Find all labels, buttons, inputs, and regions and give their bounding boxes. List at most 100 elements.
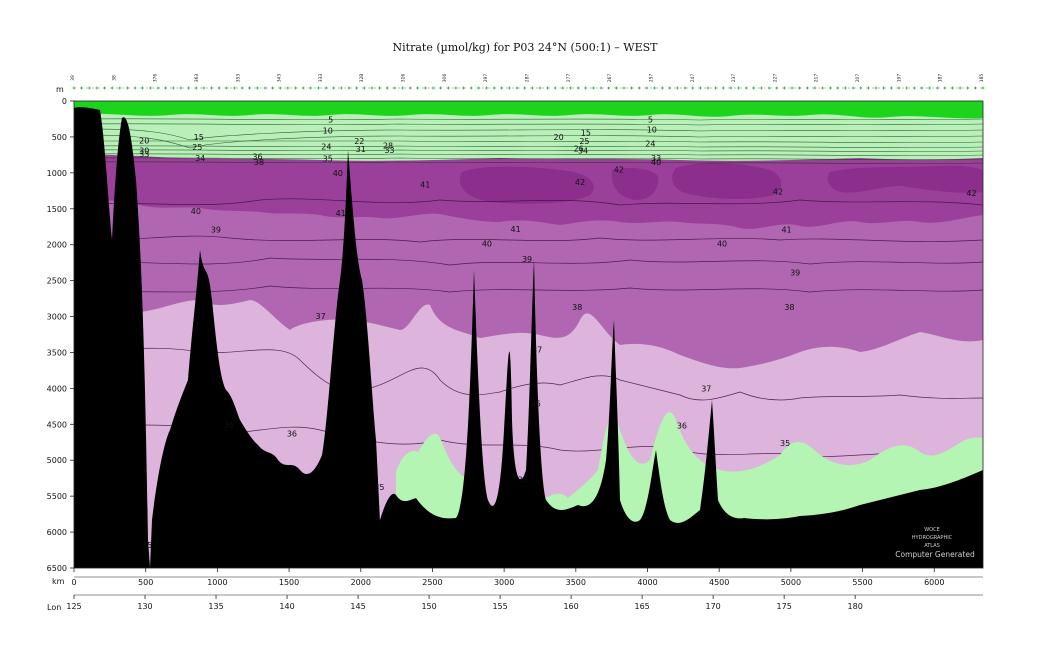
contour-label: 40 <box>191 207 201 216</box>
nitrate-max-blob-4 <box>827 165 983 193</box>
contour-label: 40 <box>717 239 727 248</box>
station-number: 38 <box>111 75 117 81</box>
contour-label: 20 <box>139 137 149 146</box>
distance-tick-label: 0 <box>71 578 76 587</box>
depth-tick-label: 1000 <box>47 169 67 178</box>
distance-tick-label: 2000 <box>351 578 371 587</box>
distance-tick-label: 1000 <box>207 578 227 587</box>
longitude-tick-label: 165 <box>634 602 649 611</box>
station-number: 237 <box>731 74 737 83</box>
contour-label: 36 <box>287 430 297 439</box>
station-ticks <box>72 86 985 90</box>
distance-unit-label: km <box>52 577 65 586</box>
contour-label: 33 <box>139 150 149 159</box>
contour-label: 33 <box>384 146 394 155</box>
contour-label: 41 <box>781 226 791 235</box>
depth-tick-label: 4000 <box>47 384 67 393</box>
contour-label: 35 <box>142 541 152 550</box>
chart-title: Nitrate (µmol/kg) for P03 24°N (500:1) –… <box>392 41 658 54</box>
contour-label: 5 <box>328 116 333 125</box>
contour-label: 40 <box>333 169 343 178</box>
station-labels: 39 38 376 363 353 343 333 32B 316 306 297 287 277 267… <box>70 74 985 83</box>
contour-label: 30 <box>139 147 149 156</box>
contour-label: 22 <box>354 137 364 146</box>
distance-tick-label: 500 <box>138 578 153 587</box>
longitude-tick-label: 170 <box>706 602 721 611</box>
contour-label: 20 <box>554 133 564 142</box>
contour-label: 36 <box>677 422 687 431</box>
station-number: 39 <box>70 75 76 81</box>
svg-text:Computer Generated: Computer Generated <box>895 550 975 559</box>
thermocline-contours <box>74 118 983 164</box>
longitude-tick-label: 155 <box>492 602 507 611</box>
nitrate-max-blob-2 <box>611 168 659 200</box>
depth-tick-label: 1500 <box>47 205 67 214</box>
distance-tick-label: 5000 <box>781 578 801 587</box>
distance-tick-label: 5500 <box>852 578 872 587</box>
distance-tick-label: 4000 <box>637 578 657 587</box>
depth-tick-label: 2000 <box>47 241 67 250</box>
contour-label: 40 <box>651 158 661 167</box>
station-number: 363 <box>194 74 200 83</box>
contour-label: 36 <box>224 420 234 429</box>
woce-watermark: WOCE HYDROGRAPHIC ATLAS Computer Generat… <box>895 527 975 559</box>
svg-text:WOCE: WOCE <box>924 527 940 533</box>
svg-text:ATLAS: ATLAS <box>924 543 940 549</box>
svg-text:HYDROGRAPHIC: HYDROGRAPHIC <box>912 535 953 541</box>
plot-area <box>74 101 983 568</box>
contour-label: 15 <box>581 129 591 138</box>
contour-label: 39 <box>211 226 221 235</box>
station-number: 287 <box>525 74 531 83</box>
longitude-tick-label: 180 <box>848 602 863 611</box>
station-number: 376 <box>153 74 159 83</box>
seafloor-topography <box>74 107 983 568</box>
contour-label: 42 <box>966 189 976 198</box>
station-number: 316 <box>401 74 407 83</box>
station-number: 333 <box>318 74 324 83</box>
contour-label: 33 <box>651 154 661 163</box>
distance-tick-label: 1500 <box>279 578 299 587</box>
station-number: 267 <box>607 74 613 83</box>
longitude-tick-label: 140 <box>279 602 294 611</box>
station-number: 32B <box>359 74 365 83</box>
longitude-tick-label: 175 <box>777 602 792 611</box>
contour-label: 37 <box>532 346 542 355</box>
depth-tick-label: 4500 <box>47 420 67 429</box>
contour-label: 39 <box>522 255 532 264</box>
distance-tick-label: 4500 <box>709 578 729 587</box>
distance-tick-label: 6000 <box>924 578 944 587</box>
contour-label: 42 <box>614 165 624 174</box>
station-number: 217 <box>814 74 820 83</box>
contour-label: 5 <box>648 116 653 125</box>
contour-label: 42 <box>773 188 783 197</box>
contour-label: 37 <box>316 312 326 321</box>
thermocline-band <box>74 101 983 161</box>
contour-label: 41 <box>420 180 430 189</box>
distance-tick-label: 3000 <box>494 578 514 587</box>
longitude-tick-label: 150 <box>421 602 436 611</box>
contour-label: 25 <box>192 143 202 152</box>
contour-label: 35 <box>780 439 790 448</box>
contour-label: 35 <box>518 476 528 485</box>
contour-label: 41 <box>511 225 521 234</box>
contour-label: 26 <box>574 144 584 153</box>
longitude-tick-label: 145 <box>350 602 365 611</box>
depth-unit-label: m <box>56 85 64 94</box>
station-number: 297 <box>483 74 489 83</box>
contour-label: 10 <box>323 126 333 135</box>
contour-label: 34 <box>578 147 588 156</box>
station-number: 343 <box>277 74 283 83</box>
contour-label: 42 <box>575 178 585 187</box>
depth-tick-label: 5000 <box>47 456 67 465</box>
distance-tick-label: 2500 <box>422 578 442 587</box>
contour-label: 24 <box>321 142 331 151</box>
station-number: 306 <box>442 74 448 83</box>
contour-label: 36 <box>531 399 541 408</box>
depth-tick-label: 6000 <box>47 528 67 537</box>
depth-tick-label: 2500 <box>47 277 67 286</box>
plot-frame <box>73 100 984 569</box>
longitude-label: Lon <box>47 603 61 612</box>
contour-label: 36 <box>252 152 262 161</box>
contour-label: 25 <box>579 137 589 146</box>
longitude-tick-label: 160 <box>563 602 578 611</box>
